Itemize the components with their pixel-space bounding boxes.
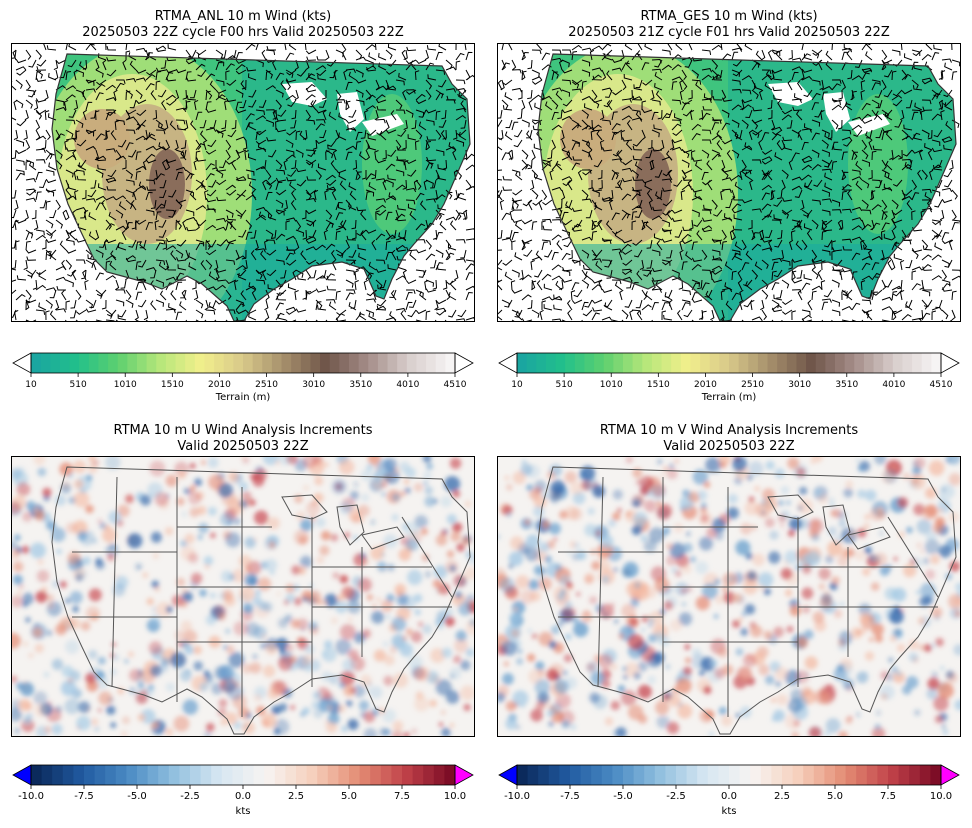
panel-title-anl-line1: RTMA_ANL 10 m Wind (kts) [154,9,332,24]
colorbar-tick-label: 7.5 [880,791,896,802]
panel-title-vinc: RTMA 10 m V Wind Analysis Increments Val… [497,423,961,455]
colorbar-tick-label: 1510 [647,380,670,390]
colorbar-tick-label: 3510 [349,380,372,390]
panel-title-uinc: RTMA 10 m U Wind Analysis Increments Val… [11,423,475,455]
map-vinc-canvas [498,457,960,736]
colorbar-tick-label: 510 [70,380,87,390]
colorbar-tick-label: 1010 [600,380,623,390]
panel-title-vinc-line2: Valid 20250503 22Z [663,439,795,454]
colorbar-tick-label: 3510 [835,380,858,390]
colorbar-terrain-ges-label: Terrain (m) [701,392,757,403]
colorbar-tick-label: -2.5 [180,791,200,802]
colorbar-tick-label: -7.5 [560,791,580,802]
colorbar-tick-label: 7.5 [394,791,410,802]
colorbar-tick-label: -2.5 [666,791,686,802]
panel-title-ges-line2: 20250503 21Z cycle F01 hrs Valid 2025050… [568,25,890,40]
panel-title-ges: RTMA_GES 10 m Wind (kts) 20250503 21Z cy… [497,9,961,41]
colorbar-tick-label: 4010 [396,380,419,390]
colorbar-tick-label: 2010 [694,380,717,390]
colorbar-tick-label: 4510 [444,380,467,390]
colorbar-tick-label: 2.5 [774,791,790,802]
panel-title-ges-line1: RTMA_GES 10 m Wind (kts) [640,9,818,24]
colorbar-v-increment-label: kts [721,806,737,817]
colorbar-tick-label: 10.0 [930,791,952,802]
colorbar-u-increment-graphic: -10.0 -7.5 -5.0 -2.5 0.0 2.5 5.0 7.5 10.0 [12,764,474,802]
colorbar-v-increment-graphic: -10.0 -7.5 -5.0 -2.5 0.0 2.5 5.0 7.5 10.0 [498,764,960,802]
colorbar-tick-label: 5.0 [341,791,357,802]
colorbar-tick-label: 10 [25,380,37,390]
map-v-increments [497,456,961,737]
colorbar-tick-label: 510 [556,380,573,390]
colorbar-v-increment: -10.0 -7.5 -5.0 -2.5 0.0 2.5 5.0 7.5 10.0 [497,763,961,808]
colorbar-terrain-anl-label: Terrain (m) [215,392,271,403]
panel-title-anl-line2: 20250503 22Z cycle F00 hrs Valid 2025050… [82,25,404,40]
colorbar-tick-label: -5.0 [613,791,633,802]
panel-title-vinc-line1: RTMA 10 m V Wind Analysis Increments [599,423,859,438]
colorbar-tick-label: 3010 [788,380,811,390]
colorbar-terrain-ges: 10 510 1010 1510 2010 2510 3010 3510 4010 4510 [497,351,961,396]
colorbar-tick-label: 2510 [741,380,764,390]
panel-title-anl: RTMA_ANL 10 m Wind (kts) 20250503 22Z cy… [11,9,475,41]
map-ges-terrain-wind [497,43,961,322]
colorbar-tick-label: 4510 [930,380,953,390]
colorbar-tick-label: 2510 [255,380,278,390]
panel-title-uinc-line1: RTMA 10 m U Wind Analysis Increments [113,423,373,438]
map-anl-canvas [12,44,474,321]
colorbar-tick-label: 4010 [882,380,905,390]
colorbar-tick-label: 5.0 [827,791,843,802]
colorbar-terrain-ges-graphic: 10 510 1010 1510 2010 2510 3010 3510 4010 4510 [498,352,960,390]
map-anl-terrain-wind [11,43,475,322]
colorbar-u-increment: -10.0 -7.5 -5.0 -2.5 0.0 2.5 5.0 7.5 10.0 [11,763,475,808]
colorbar-terrain-anl: 10 510 1010 1510 2010 2510 3010 3510 4010 4510 [11,351,475,396]
colorbar-tick-label: 0.0 [235,791,251,802]
colorbar-tick-label: -5.0 [127,791,147,802]
colorbar-tick-label: -10.0 [504,791,530,802]
colorbar-tick-label: -10.0 [18,791,44,802]
colorbar-tick-label: 1510 [161,380,184,390]
colorbar-tick-label: 10.0 [444,791,466,802]
map-uinc-canvas [12,457,474,736]
panel-title-uinc-line2: Valid 20250503 22Z [177,439,309,454]
colorbar-tick-label: 10 [511,380,523,390]
colorbar-u-increment-label: kts [235,806,251,817]
colorbar-tick-label: 3010 [302,380,325,390]
colorbar-tick-label: 2010 [208,380,231,390]
colorbar-tick-label: 2.5 [288,791,304,802]
map-ges-canvas [498,44,960,321]
colorbar-tick-label: -7.5 [74,791,94,802]
colorbar-tick-label: 0.0 [721,791,737,802]
colorbar-terrain-anl-graphic: 10 510 1010 1510 2010 2510 3010 3510 4010 4510 [12,352,474,390]
colorbar-tick-label: 1010 [114,380,137,390]
map-u-increments [11,456,475,737]
